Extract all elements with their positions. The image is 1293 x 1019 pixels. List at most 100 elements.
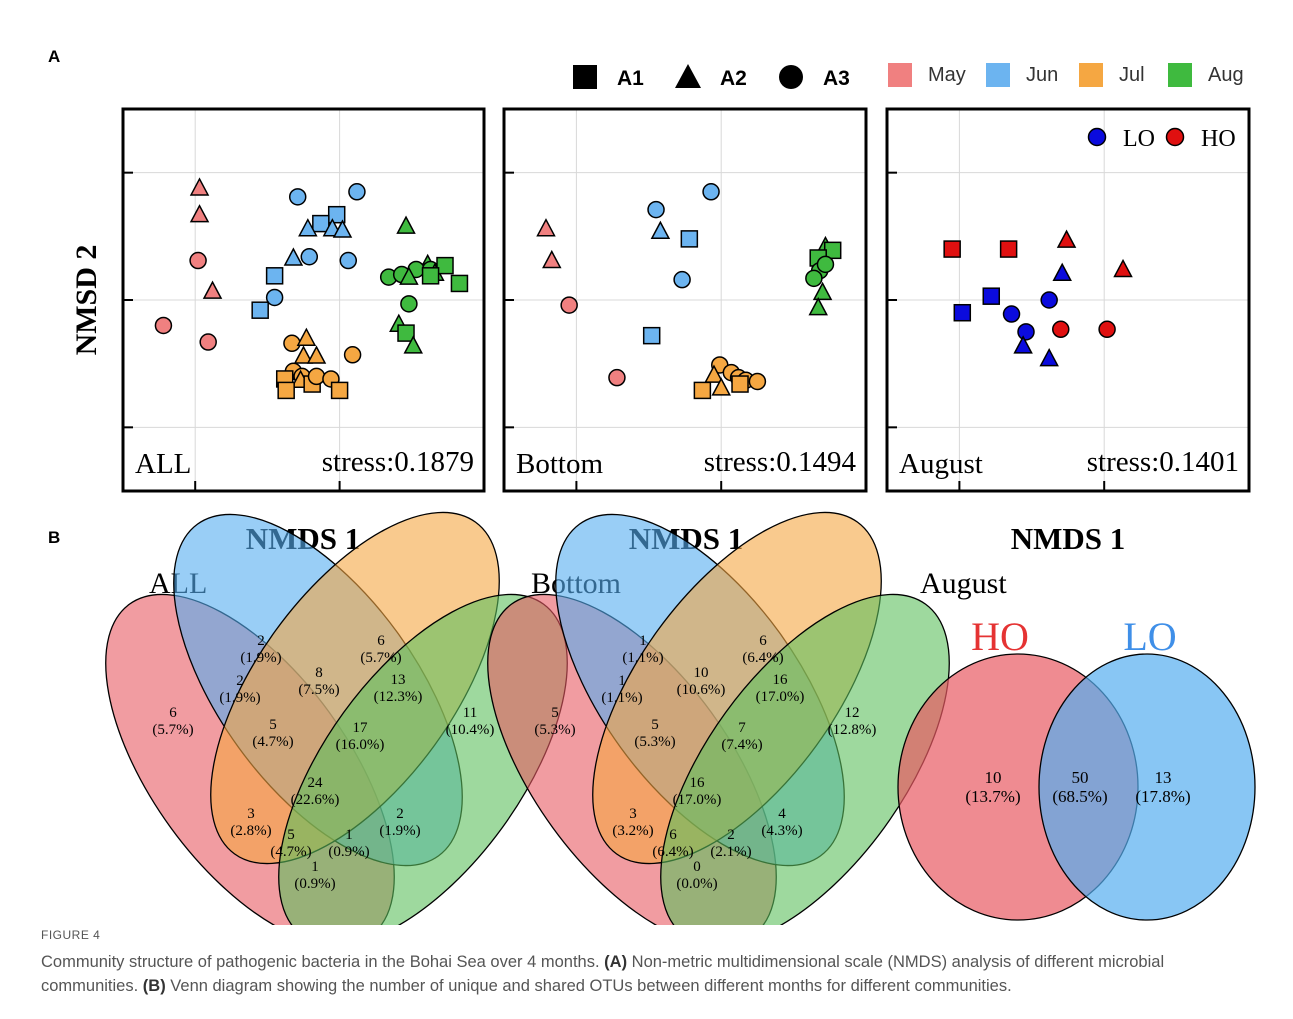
venn-region-label: 13 (17.8%)	[1135, 768, 1190, 806]
venn-region-label: 5 (5.3%)	[534, 705, 575, 738]
legend-ho-marker	[1165, 127, 1185, 147]
data-point-lo-square	[982, 287, 1001, 305]
data-point-jul-circle	[283, 334, 301, 353]
data-point-jun-square	[251, 301, 269, 319]
venn-set-lo	[1038, 653, 1256, 921]
venn-region-label: 6 (5.7%)	[360, 633, 401, 666]
venn-set-label-ho: HO	[971, 614, 1029, 659]
data-point-jul-circle	[307, 367, 326, 386]
venn-region-label: 5 (5.3%)	[634, 717, 675, 750]
stress-label: stress:0.1401	[1087, 446, 1239, 478]
data-point-jun-circle	[348, 183, 366, 201]
venn-region-label: 1 (0.9%)	[328, 827, 369, 860]
legend-swatch-jul	[1079, 63, 1103, 87]
nmds-plot-august: August stress:0.1401 LO HO	[885, 107, 1251, 493]
data-point-lo-triangle	[1039, 347, 1059, 367]
data-point-jun-square	[642, 326, 661, 345]
venn-region-label: 10 (13.7%)	[965, 768, 1020, 806]
y-axis-title: NMSD 2	[70, 245, 103, 356]
venn-region-label: 5 (4.7%)	[252, 717, 293, 750]
legend-label-jun: Jun	[1026, 64, 1058, 86]
venn-region-label: 1 (0.9%)	[294, 859, 335, 892]
legend-label-a1: A1	[617, 67, 644, 90]
caption-a-tag: (A)	[604, 953, 628, 971]
data-point-aug-circle	[400, 295, 418, 313]
figure-number: FIGURE 4	[41, 928, 101, 942]
venn-region-label: 4 (4.3%)	[761, 806, 802, 839]
data-point-may-triangle	[542, 249, 562, 269]
venn-region-label: 0 (0.0%)	[676, 859, 717, 892]
legend-label-a3: A3	[823, 67, 850, 90]
data-point-may-triangle	[189, 177, 210, 196]
x-axis-title-august: NMDS 1	[1011, 521, 1126, 556]
data-point-may-circle	[608, 368, 626, 387]
venn-region-label: 10 (10.6%)	[677, 665, 726, 698]
data-point-jun-circle	[288, 188, 307, 206]
plot-frame	[121, 107, 486, 493]
data-point-jul-square	[731, 375, 749, 393]
venn-region-label: 12 (12.8%)	[828, 705, 877, 738]
venn-diagrams: ALL6(5.7%)2(1.9%)6(5.7%)11(10.4%)2(1.9%)…	[105, 511, 1256, 925]
venn-region-label: 7 (7.4%)	[721, 720, 762, 753]
data-point-jul-square	[330, 381, 349, 400]
plot-frame	[502, 107, 868, 493]
stress-label: stress:0.1494	[704, 446, 857, 478]
caption-b-tag: (B)	[142, 977, 166, 995]
nmds-legend: A1 A2 A3 May Jun Jul Aug	[573, 63, 1244, 90]
venn-region-label: 16 (17.0%)	[673, 775, 722, 808]
data-point-may-triangle	[189, 204, 210, 223]
legend-swatch-may	[888, 63, 912, 87]
data-point-jun-circle	[265, 288, 284, 307]
data-point-aug-square	[397, 324, 415, 342]
plot-label: ALL	[135, 448, 191, 480]
venn-region-label: 5 (4.7%)	[270, 827, 311, 860]
data-point-lo-triangle	[1013, 335, 1033, 354]
legend-lo-label: LO	[1123, 126, 1155, 152]
stress-label: stress:0.1879	[322, 446, 474, 478]
data-point-aug-square	[436, 256, 454, 275]
data-point-may-circle	[189, 251, 207, 270]
data-point-jul-triangle	[704, 364, 724, 383]
venn-region-label: 2 (1.9%)	[379, 806, 420, 839]
data-point-jul-triangle	[296, 327, 317, 346]
venn-region-label: 1 (1.1%)	[601, 673, 642, 706]
data-point-jun-circle	[702, 183, 720, 201]
nmds-plots: ALL stress:0.1879 Bottom stress:0.1494 Augus…	[121, 107, 1251, 493]
data-point-ho-circle	[1098, 320, 1116, 339]
data-point-jun-circle	[300, 247, 319, 266]
data-point-lo-circle	[1002, 305, 1021, 323]
venn-region-label: 6 (5.7%)	[152, 705, 193, 738]
data-point-jun-square	[680, 230, 699, 248]
data-point-aug-triangle	[812, 281, 833, 301]
data-point-jun-square	[327, 205, 346, 224]
data-point-lo-triangle	[1052, 262, 1072, 282]
venn-region-label: 6 (6.4%)	[742, 633, 783, 666]
data-point-aug-triangle	[396, 215, 416, 234]
venn-region-label: 1 (1.1%)	[622, 633, 663, 666]
data-point-aug-square	[421, 267, 440, 285]
data-point-aug-triangle	[399, 266, 419, 285]
data-point-aug-triangle	[808, 297, 828, 316]
plot-label: Bottom	[516, 448, 603, 480]
nmds-plot-bottom: Bottom stress:0.1494	[502, 107, 868, 493]
venn-region-label: 50 (68.5%)	[1052, 768, 1107, 806]
legend-label-may: May	[928, 64, 966, 86]
data-point-ho-triangle	[1113, 258, 1133, 278]
legend-swatch-jun	[986, 63, 1010, 87]
data-point-ho-triangle	[1056, 229, 1077, 248]
venn-region-label: 8 (7.5%)	[298, 665, 339, 698]
venn-august: August HO LO 10 (13.7%) 50 (68.5%) 13 (17.8%)	[897, 567, 1256, 921]
panel-label-b: B	[48, 528, 60, 547]
plot-label: August	[899, 448, 983, 480]
data-point-jun-circle	[339, 251, 358, 270]
data-point-jul-square	[693, 381, 712, 400]
data-point-jul-triangle	[711, 377, 731, 396]
data-point-aug-circle	[805, 269, 823, 288]
data-point-jul-circle	[748, 372, 767, 391]
data-point-jul-triangle	[306, 345, 327, 364]
data-point-jun-triangle	[283, 247, 304, 266]
data-point-may-circle	[199, 333, 217, 351]
nmds-plot-all: ALL stress:0.1879	[121, 107, 486, 493]
venn-region-label: 16 (17.0%)	[756, 672, 805, 705]
data-point-may-circle	[154, 316, 173, 335]
